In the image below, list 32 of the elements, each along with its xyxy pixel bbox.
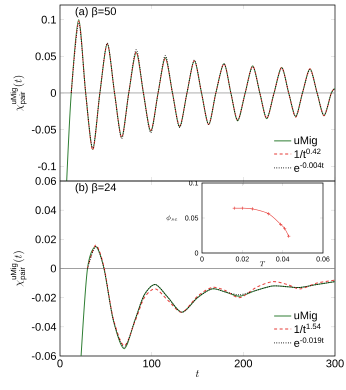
- y-tick-label: 0.04: [35, 206, 56, 214]
- x-tick-label: 100: [143, 360, 160, 368]
- annotation: (a) β=50: [76, 7, 116, 18]
- legend-label: uMig: [294, 311, 317, 322]
- x-axis-title: $T$: [260, 261, 266, 266]
- annotation: (b) β=24: [76, 183, 116, 194]
- x-tick-label: 200: [234, 360, 252, 368]
- x-tick-label: 0: [57, 360, 63, 368]
- y-tick-label: 0.1: [42, 16, 56, 24]
- y-axis-title: $\chi^{\rm uMig}_{\rm pair}(t)$: [10, 251, 27, 286]
- legend-label: uMig: [294, 136, 317, 146]
- point: [282, 226, 287, 230]
- y-tick-label: -0.1: [38, 162, 56, 170]
- y-axis-title: $\phi_{sc}$: [166, 214, 178, 222]
- point: [266, 212, 270, 216]
- y-axis-title: $\chi^{\rm uMig}_{\rm pair}(t)$: [10, 76, 27, 111]
- y-tick-label: 0: [50, 264, 56, 272]
- y-tick-label: 0: [50, 89, 56, 97]
- y-tick-label: 0.06: [35, 177, 56, 185]
- x-tick-label: 300: [326, 360, 344, 368]
- y-tick-label: -0.06: [32, 352, 56, 360]
- legend-label: 1/t$^{1.54}$: [294, 324, 321, 334]
- y-tick-label: 0.02: [35, 235, 56, 244]
- y-tick-label: 0.05: [35, 52, 56, 60]
- y-tick-label: -0.02: [32, 294, 56, 302]
- y-tick-label: -0.04: [32, 322, 56, 331]
- x-axis-title: $t$: [196, 370, 200, 378]
- legend-label: e$^{-0.019t}$: [294, 337, 324, 347]
- legend-label: 1/t$^{0.42}$: [294, 148, 321, 158]
- legend-label: e$^{-0.004t}$: [294, 162, 324, 172]
- line-series: [66, 19, 335, 181]
- y-tick-label: -0.05: [32, 126, 56, 134]
